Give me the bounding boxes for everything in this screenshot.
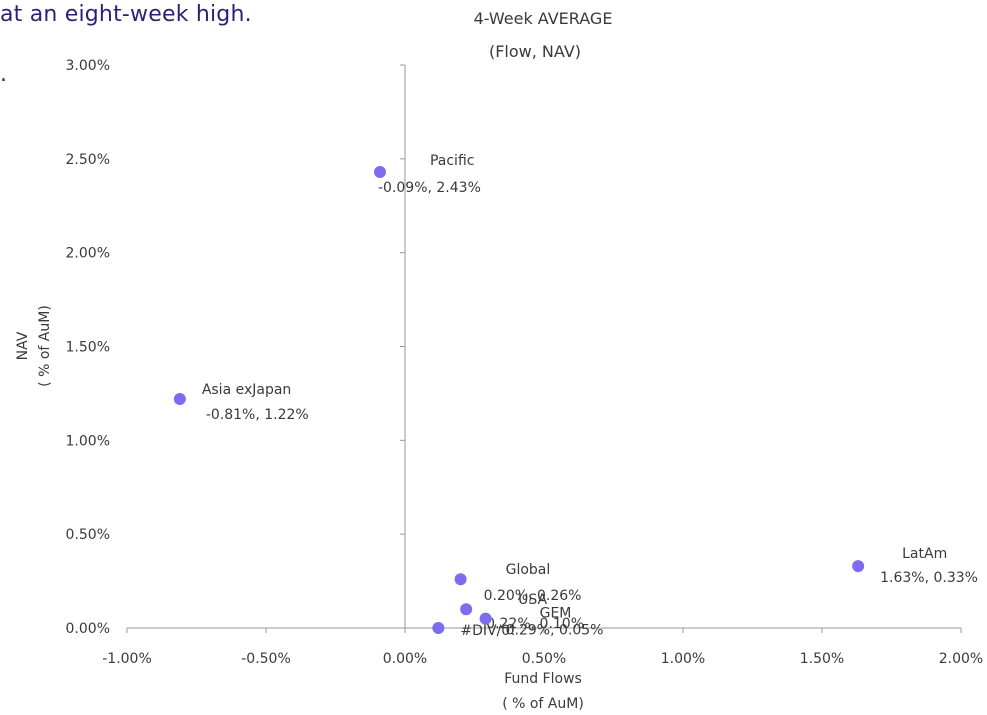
- x-axis-label: Fund Flows: [504, 671, 582, 687]
- data-point: [454, 573, 467, 586]
- y-axis-label: NAV: [15, 331, 31, 360]
- y-tick-label: 1.50%: [66, 340, 110, 356]
- data-point-value-label: 1.63%, 0.33%: [880, 570, 978, 586]
- chart-title: 4-Week AVERAGE: [474, 9, 613, 28]
- data-point-name: LatAm: [902, 546, 947, 562]
- x-axis-unit: ( % of AuM): [502, 696, 584, 712]
- data-point-name: USA: [518, 592, 547, 608]
- data-point-name: Asia exJapan: [202, 382, 292, 398]
- data-point: [852, 560, 865, 573]
- headline: at an eight-week high.: [0, 2, 252, 27]
- y-tick-label: 2.50%: [66, 152, 110, 168]
- data-point-value-label: 0.20%, 0.26%: [484, 588, 582, 604]
- data-point: [432, 622, 445, 634]
- data-point: [173, 393, 186, 406]
- data-point-name: #DIV/0!: [460, 623, 515, 639]
- data-point-value-label: -0.09%, 2.43%: [378, 180, 481, 196]
- x-tick-label: 0.00%: [383, 651, 427, 667]
- data-point-name: Global: [506, 562, 551, 578]
- data-point-value-label: 0.22%, 0.10%: [486, 616, 584, 632]
- headline-continuation: .: [0, 62, 7, 87]
- y-tick-label: 2.00%: [66, 246, 110, 262]
- x-tick-label: 0.50%: [522, 651, 566, 667]
- x-tick-label: -1.00%: [102, 651, 152, 667]
- x-tick-label: 2.00%: [939, 651, 983, 667]
- chart-subtitle: (Flow, NAV): [489, 42, 581, 61]
- data-point-name: GEM: [540, 606, 572, 622]
- data-point: [479, 612, 492, 625]
- x-tick-label: 1.50%: [800, 651, 844, 667]
- data-point: [373, 165, 386, 178]
- y-tick-label: 0.50%: [66, 527, 110, 543]
- y-tick-label: 0.00%: [66, 621, 110, 637]
- x-tick-label: 1.00%: [661, 651, 705, 667]
- data-point: [460, 603, 473, 616]
- y-axis-unit: ( % of AuM): [37, 305, 53, 387]
- y-tick-label: 3.00%: [66, 58, 110, 74]
- data-point-value-label: -0.81%, 1.22%: [206, 407, 309, 423]
- data-point-value-label: 0.29%, 0.05%: [506, 623, 604, 639]
- data-point-name: Pacific: [430, 153, 475, 169]
- x-tick-label: -0.50%: [241, 651, 291, 667]
- y-tick-label: 1.00%: [66, 433, 110, 449]
